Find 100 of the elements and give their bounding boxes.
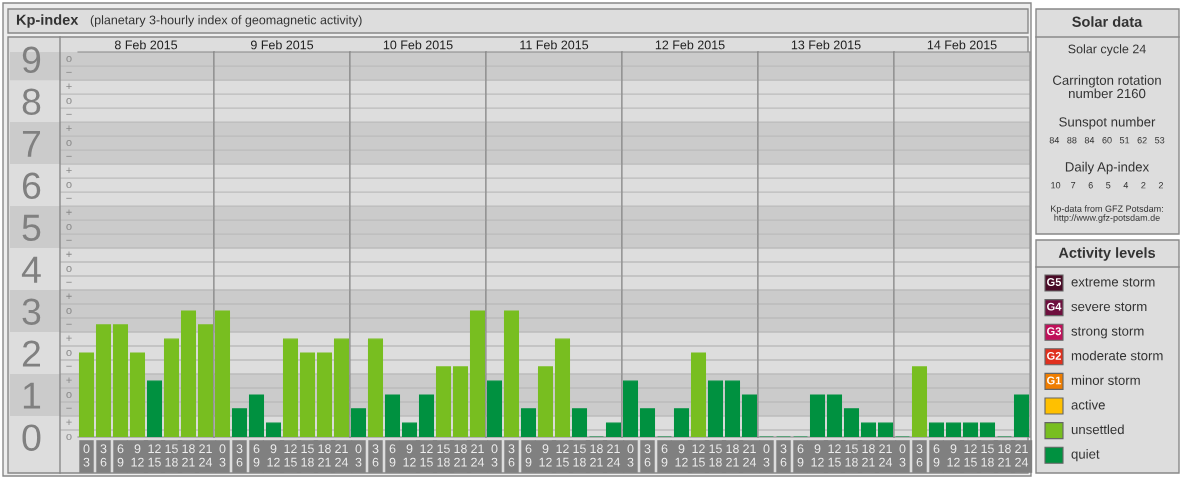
bar (401, 422, 418, 437)
text: G1 (1047, 376, 1062, 385)
annotation: + (66, 125, 72, 132)
text: Sunspot number (1059, 116, 1156, 130)
y-tick-label: 7 (22, 130, 41, 157)
x-tick-label: 3 6 (508, 444, 515, 467)
x-tick-label: 18 21 (998, 444, 1011, 467)
x-tick-label: 3 6 (236, 444, 243, 467)
bar (95, 324, 112, 437)
x-tick-label: 12 15 (420, 444, 433, 467)
bar (299, 352, 316, 437)
annotation: − (66, 323, 72, 325)
annotation: o (66, 349, 72, 357)
chart-title: 8 Feb 2015 (114, 40, 178, 50)
bar (231, 408, 248, 437)
bar (180, 310, 197, 437)
legend-label: moderate storm (1071, 350, 1163, 361)
x-tick-label: 21 24 (471, 444, 485, 467)
text: Daily Ap-index (1065, 161, 1150, 175)
bar (503, 310, 520, 437)
chart-title: 13 Feb 2015 (791, 40, 861, 50)
bar (129, 352, 146, 437)
x-tick-label: 21 24 (1015, 444, 1029, 467)
y-tick-label: 9 (22, 46, 41, 74)
legend-label: severe storm (1071, 302, 1147, 312)
x-tick-label: 15 18 (709, 444, 722, 467)
bar (316, 352, 333, 437)
bar (724, 380, 741, 437)
y-tick-label: 2 (22, 340, 41, 367)
x-tick-label: 15 18 (437, 444, 450, 467)
annotation: o (66, 98, 72, 105)
text: 84 88 84 60 51 62 53 (1049, 137, 1165, 144)
x-tick-label: 9 12 (947, 444, 960, 467)
bar (520, 408, 537, 437)
x-tick-label: 21 24 (607, 444, 621, 467)
annotation: − (66, 407, 72, 409)
annotation: − (66, 197, 72, 199)
x-tick-label: 3 6 (780, 444, 787, 467)
x-tick-label: 15 18 (573, 444, 586, 467)
text: Solar cycle 24 (1068, 44, 1146, 56)
annotation: o (66, 181, 72, 189)
x-tick-label: 0 3 (491, 444, 498, 467)
text: G4 (1047, 302, 1062, 311)
x-tick-label: 9 12 (267, 444, 280, 467)
x-tick-label: 6 9 (389, 444, 396, 467)
bar (554, 338, 571, 437)
x-tick-label: 6 9 (117, 444, 124, 467)
x-tick-label: 18 21 (726, 444, 739, 467)
bar (367, 338, 384, 437)
x-tick-label: 0 3 (355, 444, 362, 467)
bar (435, 366, 452, 437)
x-tick-label: 3 6 (644, 444, 651, 467)
text: G5 (1047, 278, 1062, 286)
bar (928, 422, 945, 437)
text: Kp-data from GFZ Potsdam: http://www.gfz-potsdam.de (1051, 205, 1163, 223)
text: 10 7 6 5 4 2 2 (1051, 182, 1163, 189)
y-tick-label: 5 (22, 214, 41, 242)
chart-title: 9 Feb 2015 (250, 40, 314, 50)
bar (333, 338, 350, 437)
bar (571, 408, 588, 437)
bar (384, 394, 401, 437)
x-tick-label: 9 12 (403, 444, 416, 467)
chart-title: 14 Feb 2015 (927, 40, 997, 50)
x-tick-label: 6 9 (525, 444, 532, 467)
bar (78, 352, 95, 437)
bar (639, 408, 656, 437)
x-tick-label: 6 9 (253, 444, 260, 467)
annotation: + (66, 293, 72, 299)
bar (741, 394, 758, 437)
x-tick-label: 12 15 (556, 444, 569, 467)
x-tick-label: 12 15 (284, 444, 297, 467)
bar (979, 422, 996, 437)
x-tick-label: 3 6 (372, 444, 379, 467)
bar (826, 394, 843, 437)
text: Carrington rotation number 2160 (1053, 75, 1161, 99)
bar (282, 338, 299, 437)
annotation: − (66, 239, 72, 241)
bar (452, 366, 469, 437)
chart-title: 10 Feb 2015 (383, 40, 453, 50)
text: G3 (1047, 327, 1062, 336)
x-tick-label: 12 15 (828, 444, 841, 467)
bar (418, 394, 435, 437)
bar (911, 366, 928, 437)
annotation: − (66, 71, 72, 73)
x-tick-label: 12 15 (692, 444, 705, 467)
x-tick-label: 15 18 (301, 444, 314, 467)
bar (146, 380, 163, 437)
x-tick-label: 18 21 (862, 444, 875, 467)
x-tick-label: 21 24 (199, 444, 213, 467)
annotation: o (66, 433, 72, 440)
chart-title: 11 Feb 2015 (520, 40, 589, 50)
annotation: + (66, 251, 72, 257)
chart-title: 12 Feb 2015 (655, 40, 725, 50)
x-tick-label: 15 18 (165, 444, 178, 467)
text: G2 (1047, 351, 1061, 360)
x-tick-label: 21 24 (879, 444, 893, 467)
legend-title: Activity levels (1058, 247, 1156, 261)
x-tick-label: 0 3 (83, 444, 90, 467)
text: (planetary 3-hourly index of geomagnetic activity) (90, 15, 362, 27)
y-tick-label: 0 (22, 424, 41, 451)
